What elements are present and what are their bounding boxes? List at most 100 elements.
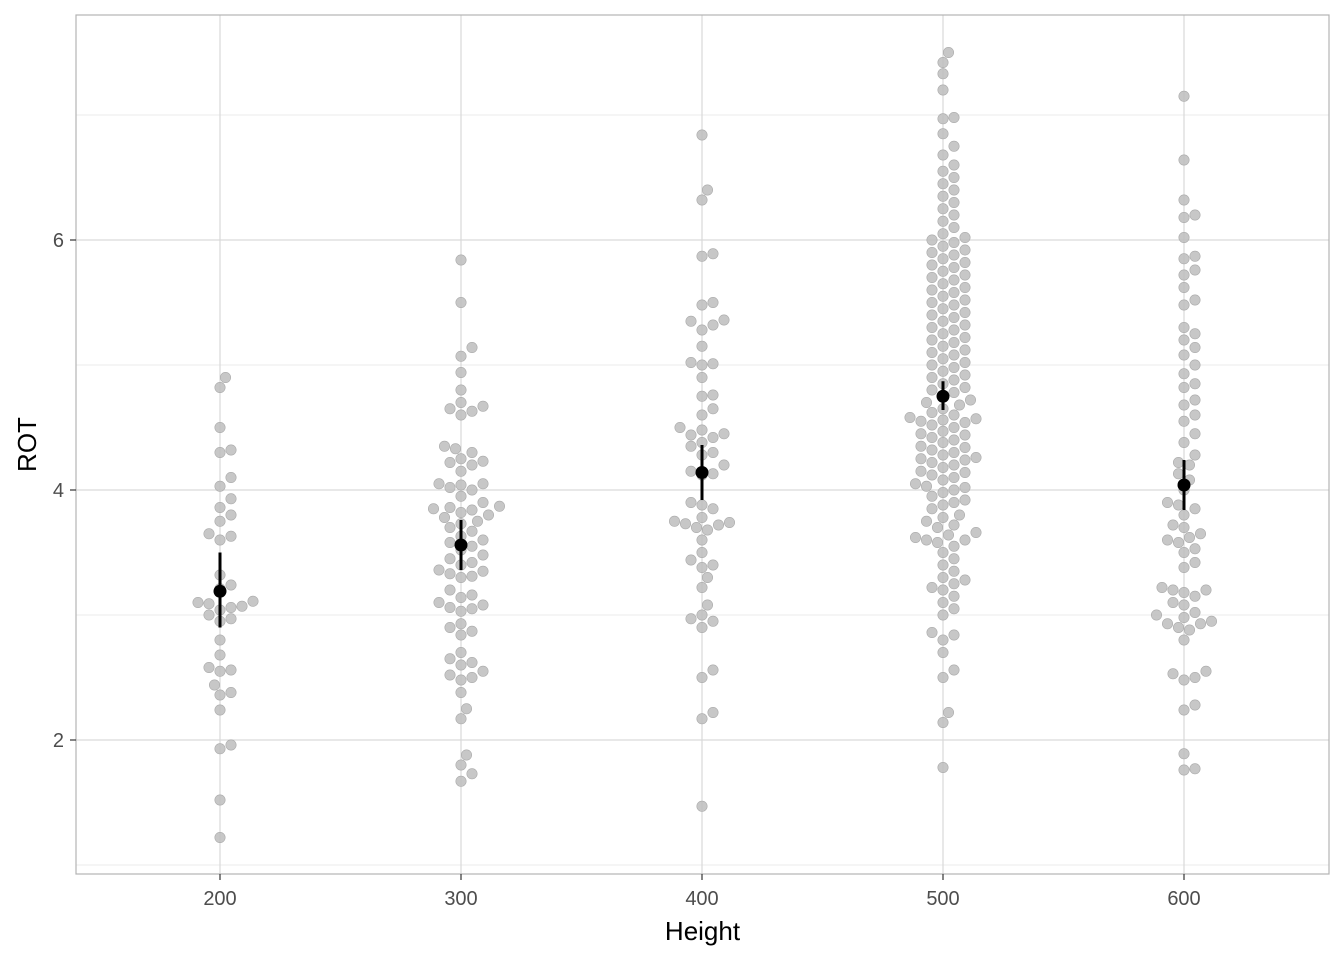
data-point [1178,561,1190,573]
data-point [225,664,237,676]
data-point [948,336,960,348]
data-point [1167,584,1179,596]
data-point [948,409,960,421]
data-point [948,274,960,286]
data-point [707,403,719,415]
data-point [904,411,916,423]
data-point [948,664,960,676]
data-point [926,444,938,456]
data-point [1162,618,1174,630]
data-point [948,209,960,221]
data-point [1167,519,1179,531]
data-point [493,500,505,512]
data-point [937,449,949,461]
data-point [214,501,226,513]
y-axis-ticks: 2 4 6 [53,230,76,752]
data-point [937,265,949,277]
data-point [926,431,938,443]
data-point [937,113,949,125]
data-point [1189,428,1201,440]
data-point [685,315,697,327]
data-point [948,553,960,565]
data-point [225,739,237,751]
data-point [696,713,708,725]
data-point [1189,556,1201,568]
data-point [959,466,971,478]
data-point [1173,468,1185,480]
data-point [937,365,949,377]
data-point [690,521,702,533]
data-point [1184,531,1196,543]
data-point [1184,624,1196,636]
y-tick-label: 4 [53,480,64,502]
data-point [920,480,932,492]
data-point [959,429,971,441]
data-point [1178,599,1190,611]
data-point [970,451,982,463]
data-point [203,661,215,673]
data-point [444,553,456,565]
data-point [1189,294,1201,306]
data-point [1178,334,1190,346]
data-point [685,613,697,625]
data-point [477,496,489,508]
data-point [926,234,938,246]
data-point [477,455,489,467]
data-point [455,646,467,658]
data-point [959,574,971,586]
data-point [926,296,938,308]
data-point [1178,399,1190,411]
data-point [926,259,938,271]
data-point [696,424,708,436]
data-point [937,149,949,161]
data-point [948,184,960,196]
data-point [926,309,938,321]
data-point [433,564,445,576]
data-point [707,615,719,627]
data-point [948,112,960,124]
x-axis-ticks: 200 300 400 500 600 [203,874,1201,910]
data-point [937,56,949,68]
data-point [466,570,478,582]
data-point [959,319,971,331]
data-point [948,261,960,273]
data-point [685,440,697,452]
data-point [1178,281,1190,293]
data-point [942,529,954,541]
data-point [937,425,949,437]
data-point [477,534,489,546]
data-point [707,706,719,718]
data-point [444,536,456,548]
data-point [214,480,226,492]
data-point [948,311,960,323]
data-point [477,400,489,412]
data-point [225,509,237,521]
data-point [466,446,478,458]
data-point [203,609,215,621]
data-point [707,446,719,458]
data-point [926,321,938,333]
data-point [707,664,719,676]
data-point [214,831,226,843]
data-point [214,381,226,393]
x-tick-label: 500 [926,888,959,910]
data-point [214,704,226,716]
data-point [959,331,971,343]
data-point [915,453,927,465]
data-point [937,716,949,728]
data-point [466,459,478,471]
data-point [959,306,971,318]
data-point [214,534,226,546]
data-point [712,519,724,531]
data-point [1173,621,1185,633]
data-point [707,559,719,571]
data-point [444,456,456,468]
data-point [220,371,232,383]
data-point [1195,528,1207,540]
data-point [455,409,467,421]
data-point [953,509,965,521]
data-point [926,271,938,283]
data-point [1189,359,1201,371]
data-point [685,554,697,566]
